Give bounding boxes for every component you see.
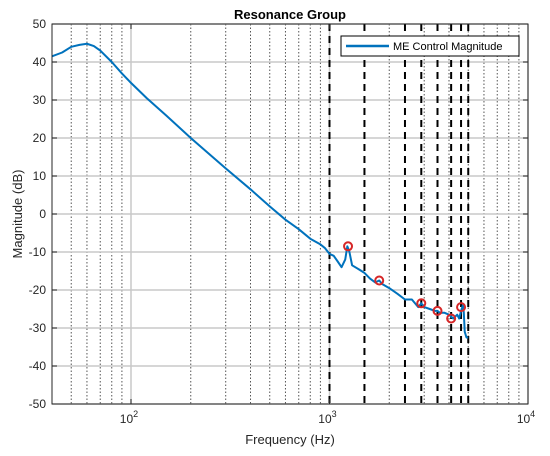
y-tick-label: 20 bbox=[33, 131, 47, 145]
x-axis-label: Frequency (Hz) bbox=[245, 432, 335, 447]
y-tick-label: 10 bbox=[33, 169, 47, 183]
x-tick-label: 102 bbox=[120, 409, 138, 426]
resonance-marker bbox=[343, 241, 354, 252]
x-tick-label: 103 bbox=[318, 409, 336, 426]
x-tick-label: 104 bbox=[517, 409, 535, 426]
y-tick-label: -10 bbox=[29, 245, 47, 259]
resonance-markers bbox=[343, 241, 467, 324]
legend: ME Control Magnitude bbox=[340, 35, 520, 57]
y-tick-label: 30 bbox=[33, 93, 47, 107]
chart-title: Resonance Group bbox=[234, 7, 346, 22]
y-tick-label: -40 bbox=[29, 359, 47, 373]
y-tick-label: -20 bbox=[29, 283, 47, 297]
series-line-magnitude bbox=[51, 42, 469, 339]
resonance-marker bbox=[446, 313, 457, 324]
y-tick-label: 40 bbox=[33, 55, 47, 69]
legend-box bbox=[340, 35, 520, 57]
resonance-marker bbox=[456, 302, 467, 313]
axis-ticks bbox=[52, 23, 529, 405]
resonance-marker bbox=[432, 305, 443, 316]
legend-entry: ME Control Magnitude bbox=[393, 41, 502, 53]
resonance-marker bbox=[374, 275, 385, 286]
x-tick-labels: 102 103 104 bbox=[120, 409, 535, 426]
resonance-vertical-lines bbox=[328, 24, 470, 404]
series-layer bbox=[51, 42, 469, 339]
y-tick-label: 50 bbox=[33, 17, 47, 31]
y-axis-label: Magnitude (dB) bbox=[10, 170, 25, 259]
y-tick-labels: -50 -40 -30 -20 -10 0 10 20 30 40 50 bbox=[29, 17, 47, 411]
resonance-marker bbox=[416, 298, 427, 309]
y-tick-label: -50 bbox=[29, 397, 47, 411]
y-tick-label: -30 bbox=[29, 321, 47, 335]
y-tick-label: 0 bbox=[39, 207, 46, 221]
